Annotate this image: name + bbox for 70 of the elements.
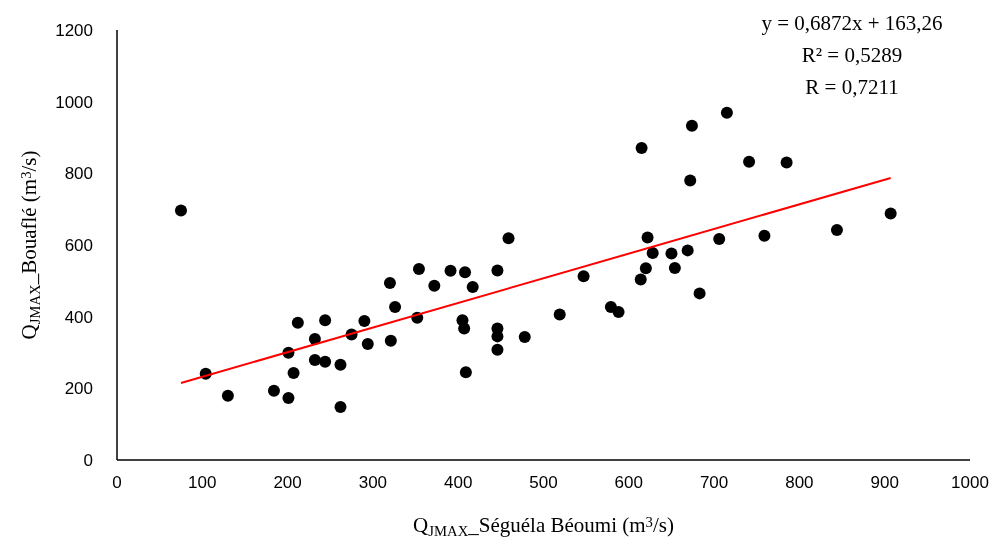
point (634, 273, 647, 286)
x-tick-label: 1000 (951, 473, 989, 492)
point (319, 314, 332, 327)
point (308, 354, 321, 367)
y-tick-label: 200 (64, 379, 93, 399)
annotation: R² = 0,5289 (801, 43, 903, 67)
point (334, 400, 347, 413)
point (491, 343, 504, 356)
point (358, 314, 371, 327)
point (466, 280, 479, 293)
y-tick-label: 400 (64, 307, 93, 327)
point (291, 316, 304, 329)
point (459, 366, 472, 379)
y-tick-label: 800 (64, 164, 93, 184)
y-tick-label: 1200 (55, 21, 93, 40)
point (641, 231, 654, 244)
point (639, 262, 652, 275)
x-tick-label: 300 (358, 473, 388, 492)
point (319, 355, 332, 368)
point (635, 141, 648, 154)
y-tick-label: 1000 (55, 92, 93, 112)
point (384, 334, 397, 347)
x-tick-label: 500 (529, 473, 558, 492)
point (412, 263, 425, 276)
point (287, 366, 300, 379)
x-tick-label: 900 (870, 473, 899, 492)
point (577, 270, 590, 283)
annotation: y = 0,6872x + 163,26 (761, 11, 943, 35)
point (713, 232, 726, 245)
point (389, 300, 402, 313)
y-tick-label: 600 (64, 236, 93, 255)
point (758, 229, 771, 242)
point (383, 276, 396, 289)
x-tick-label: 200 (273, 473, 302, 492)
point (830, 223, 843, 236)
point (743, 155, 756, 168)
point (553, 308, 566, 321)
point (267, 384, 280, 397)
point (646, 246, 659, 259)
x-tick-label: 400 (444, 473, 473, 492)
point (668, 261, 681, 274)
point (361, 337, 374, 350)
point (884, 207, 897, 220)
annotation: R = 0,7211 (805, 75, 899, 99)
point (665, 247, 678, 260)
x-tick-label: 100 (188, 473, 217, 492)
point (458, 322, 471, 335)
point (334, 358, 347, 371)
point (174, 204, 187, 217)
point (282, 392, 295, 405)
x-tick-label: 600 (614, 473, 643, 492)
point (720, 106, 733, 119)
point (518, 331, 531, 344)
point (684, 174, 697, 187)
x-tick-label: 700 (699, 473, 729, 492)
x-axis-title: Q$_{JMAX}$_Séguéla Béoumi (m$^{3}$/s) (413, 513, 674, 539)
point (693, 287, 706, 300)
point (459, 266, 472, 279)
point (491, 264, 504, 277)
x-tick-label: 0 (112, 473, 122, 492)
point (444, 264, 457, 277)
x-tick-label: 800 (785, 473, 814, 492)
point (612, 306, 625, 319)
point (502, 232, 515, 245)
y-tick-label: 0 (83, 451, 93, 470)
point (681, 244, 694, 257)
point (685, 119, 698, 132)
point (780, 156, 793, 169)
point (221, 389, 234, 402)
point (428, 279, 441, 292)
